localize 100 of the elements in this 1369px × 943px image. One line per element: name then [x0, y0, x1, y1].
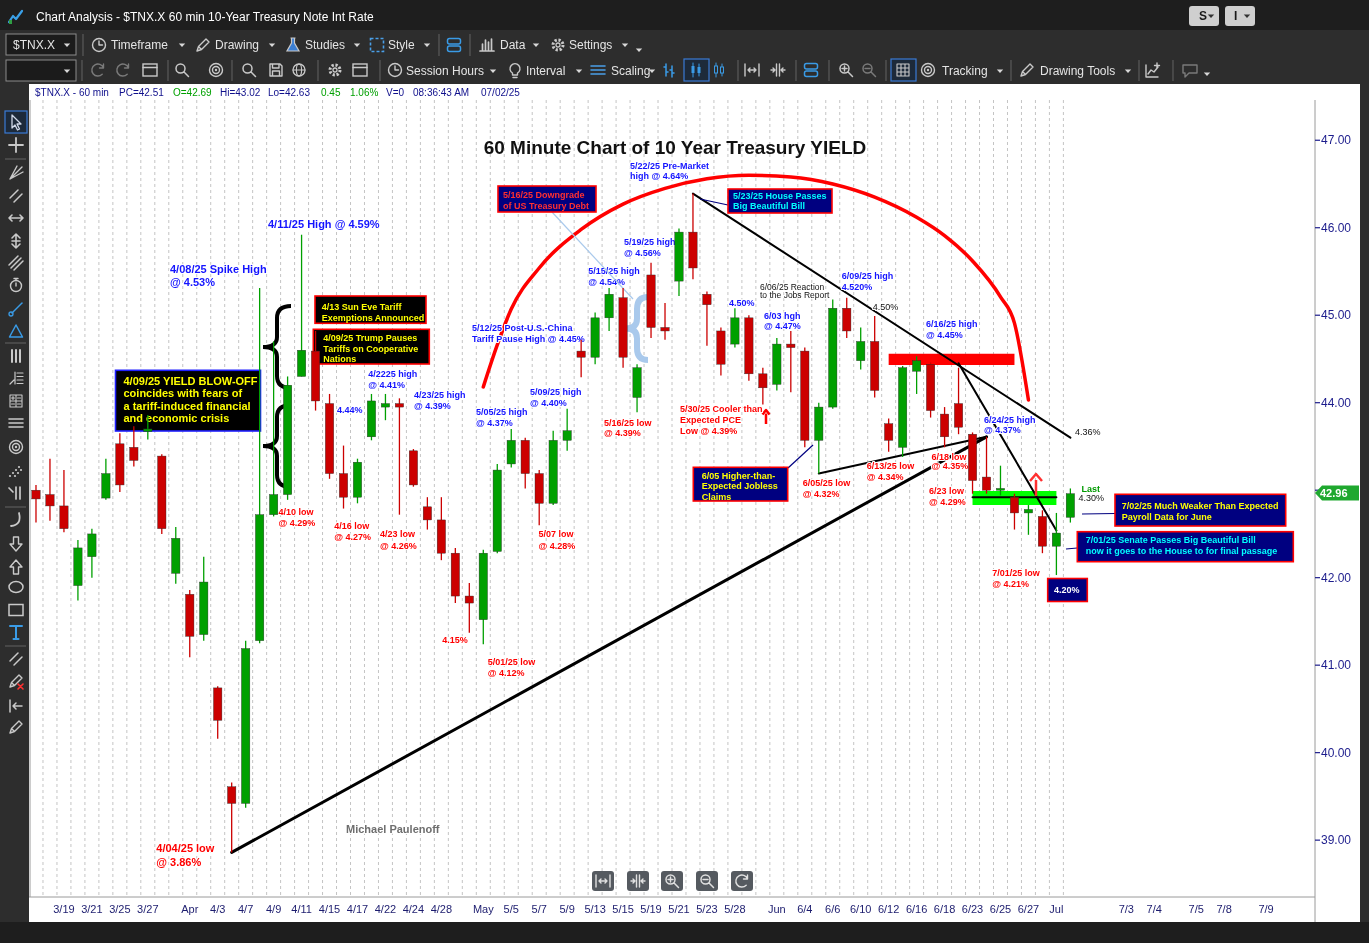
- x-tick-label: 4/7: [238, 903, 254, 915]
- annotation: 4/09/25 Trump Pauses Tariffs on Cooperative Nations: [323, 333, 419, 365]
- x-tick-label: 5/28: [724, 903, 746, 915]
- text: I: [1234, 9, 1238, 24]
- x-tick-label: 5/21: [668, 903, 690, 915]
- text: O=42.69: [173, 87, 213, 98]
- text: 1.06%: [350, 87, 379, 98]
- x-tick-label: 4/3: [210, 903, 226, 915]
- annotation: 4/04/25 low @ 3.86%: [156, 842, 215, 868]
- text: Drawing: [215, 38, 260, 53]
- annotation: 4/08/25 Spike High @ 4.53%: [170, 263, 267, 289]
- x-tick-label: 7/3: [1118, 903, 1134, 915]
- annotation: 7/01/25 Senate Passes Big Beautiful Bill now it goes to the House to for final passage: [1085, 535, 1278, 556]
- y-tick-label: 46.00: [1321, 220, 1352, 235]
- annotation: 4.20%: [1054, 584, 1080, 595]
- annotation: 4/2225 high @ 4.41%: [368, 368, 418, 390]
- x-tick-label: 4/9: [265, 903, 282, 915]
- x-tick-label: 7/9: [1258, 903, 1274, 915]
- annotation: 6/16/25 high @ 4.45%: [926, 319, 978, 341]
- x-tick-label: Apr: [181, 903, 199, 915]
- annotation: 6/09/25 high 4.520%: [841, 270, 894, 292]
- x-tick-label: 5/13: [584, 903, 606, 915]
- x-tick-label: 6/6: [825, 903, 841, 915]
- annotation: 6/23 low @ 4.29%: [929, 486, 966, 508]
- x-tick-label: 6/10: [850, 903, 872, 915]
- x-tick-label: 6/16: [905, 903, 928, 915]
- annotation: 4/11/25 High @ 4.59%: [268, 217, 380, 230]
- annotation: 6/05/25 low @ 4.32%: [802, 478, 852, 500]
- annotation: 4.50%: [729, 297, 755, 308]
- annotation: 5/22/25 Pre-Market high @ 4.64%: [630, 160, 710, 182]
- annotation: 5/19/25 high @ 4.56%: [624, 236, 676, 258]
- x-tick-label: 7/8: [1216, 903, 1232, 915]
- annotation: 5/30/25 Cooler than Expected PCE Low @ 4.39%: [680, 404, 763, 436]
- x-tick-label: May: [472, 903, 495, 915]
- annotation: 5/07 low @ 4.28%: [538, 529, 576, 551]
- annotation: 5/23/25 House Passes Big Beautiful Bill: [733, 190, 827, 212]
- text: V=0: [386, 87, 405, 98]
- x-tick-label: 4/24: [402, 903, 425, 915]
- text: Scaling: [611, 64, 651, 79]
- x-tick-label: 6/18: [933, 903, 956, 915]
- annotation: 5/15/25 high @ 4.54%: [588, 265, 640, 287]
- x-tick-label: 3/21: [81, 903, 103, 915]
- annotation: 5/09/25 high @ 4.40%: [530, 386, 582, 408]
- annotation: 6/13/25 low @ 4.34%: [866, 461, 916, 482]
- text: S: [1199, 9, 1208, 24]
- annotation: 5/01/25 low @ 4.12%: [487, 656, 537, 678]
- text: Chart Analysis - $TNX.X 60 min 10-Year Treasury Note Int Rate: [36, 10, 375, 25]
- x-tick-label: 5/9: [559, 903, 575, 915]
- y-tick-label: 47.00: [1321, 133, 1352, 148]
- annotation: 6/06/25 Reaction to the Jobs Report: [760, 281, 831, 301]
- y-tick-label: 41.00: [1321, 658, 1352, 673]
- x-tick-label: 4/15: [318, 903, 341, 915]
- text: Studies: [305, 38, 346, 53]
- annotation: 6/18 low @ 4.35%: [931, 451, 969, 472]
- text: Interval: [526, 64, 566, 79]
- annotation: 5/05/25 high @ 4.37%: [476, 406, 528, 428]
- text: Style: [388, 38, 415, 53]
- y-tick-label: 39.00: [1321, 833, 1352, 848]
- annotation: 4.15%: [442, 634, 468, 645]
- x-tick-label: Jun: [767, 903, 786, 915]
- x-tick-label: 3/25: [109, 903, 131, 915]
- annotation: 4/09/25 YIELD BLOW-OFF coincides with fears of a tariff-induced financial and economic crisis: [123, 374, 258, 425]
- text: Lo=42.63: [268, 87, 311, 98]
- text: $TNX.X: [13, 38, 56, 53]
- y-tick-label: 40.00: [1321, 745, 1352, 760]
- x-tick-label: 3/19: [53, 903, 75, 915]
- x-tick-label: 5/15: [612, 903, 634, 915]
- text: Session Hours: [406, 64, 485, 79]
- x-tick-label: 5/19: [640, 903, 662, 915]
- annotation: 4/13 Sun Eve Tariff Exemptions Announced: [321, 301, 425, 323]
- annotation: 4.44%: [337, 405, 363, 416]
- x-tick-label: Jul: [1049, 903, 1064, 915]
- x-tick-label: 6/23: [961, 903, 984, 915]
- y-tick-label: 45.00: [1321, 308, 1352, 323]
- x-tick-label: 5/5: [503, 903, 519, 915]
- x-tick-label: 6/4: [797, 903, 813, 915]
- text: Settings: [569, 38, 613, 53]
- text: 42.96: [1320, 486, 1348, 499]
- text: $TNX.X - 60 min: [35, 87, 109, 98]
- annotation: 7/01/25 low @ 4.21%: [992, 568, 1041, 590]
- x-tick-label: 4/11: [291, 903, 312, 915]
- x-tick-label: 6/12: [877, 903, 900, 915]
- text: Data: [500, 38, 526, 53]
- text: PC=42.51: [119, 87, 165, 98]
- text: Drawing Tools: [1040, 64, 1116, 79]
- text: 60 Minute Chart of 10 Year Treasury YIELD: [483, 136, 867, 158]
- x-tick-label: 4/22: [374, 903, 397, 915]
- x-tick-label: 6/27: [1017, 903, 1040, 915]
- text: 07/02/25: [481, 87, 521, 98]
- x-tick-label: 5/7: [531, 903, 547, 915]
- x-tick-label: 6/25: [989, 903, 1012, 915]
- text: Tracking: [942, 64, 988, 79]
- y-tick-label: 44.00: [1321, 395, 1352, 410]
- text: 08:36:43 AM: [413, 87, 470, 98]
- annotation: Michael Paulenoff: [346, 822, 440, 835]
- x-tick-label: 5/23: [696, 903, 718, 915]
- y-tick-label: 42.00: [1321, 570, 1352, 585]
- annotation: 4/23 low @ 4.26%: [380, 529, 417, 551]
- x-tick-label: 3/27: [137, 903, 159, 915]
- annotation: 7/02/25 Much Weaker Than Expected Payroll Data for June: [1121, 501, 1279, 522]
